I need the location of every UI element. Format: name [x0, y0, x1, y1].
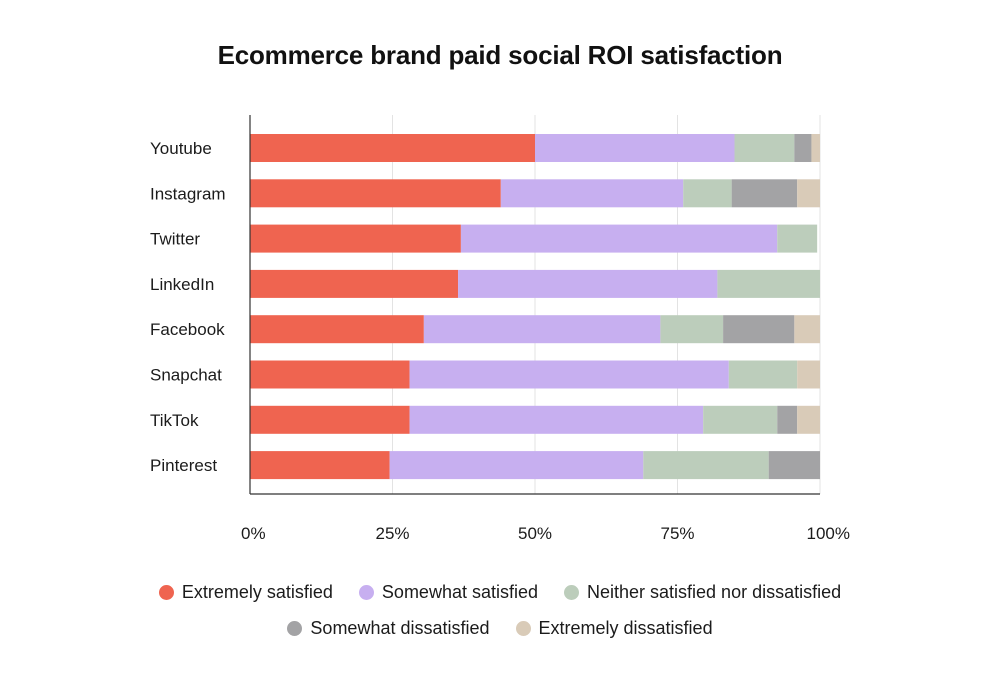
bar-segment: [458, 269, 718, 298]
legend-item: Somewhat dissatisfied: [287, 618, 490, 639]
bar-segment: [797, 360, 820, 389]
bar-segment: [728, 360, 798, 389]
bar-segment: [250, 269, 459, 298]
x-tick-label: 0%: [241, 524, 266, 543]
legend-row-1: Extremely satisfied Somewhat satisfied Nei…: [0, 582, 1000, 603]
legend-swatch: [515, 621, 531, 636]
bar-segment: [768, 451, 820, 480]
bar-segments: [250, 134, 820, 480]
bar-segment: [794, 315, 820, 344]
legend-label: Neither satisfied nor dissatisfied: [587, 582, 842, 602]
bar-segment: [717, 269, 820, 298]
bar-segment: [797, 405, 820, 434]
bar-segment: [811, 134, 820, 162]
bar-segment: [535, 134, 735, 162]
legend-label: Somewhat satisfied: [381, 582, 538, 602]
bar-segment: [460, 224, 778, 253]
axes: [249, 115, 820, 495]
legend-swatch: [564, 585, 579, 600]
chart-title: Ecommerce brand paid social ROI satisfac…: [217, 40, 783, 70]
bar-segment: [500, 179, 684, 208]
legend-swatch: [358, 585, 374, 600]
bar-segment: [643, 451, 769, 480]
bar-segment: [797, 179, 820, 208]
bar-segment: [777, 224, 818, 253]
category-label: Twitter: [150, 230, 200, 249]
bar-segment: [423, 315, 661, 344]
legend-row-2: Somewhat dissatisfied Extremely dissatisf…: [0, 618, 1000, 639]
bar-segment: [250, 179, 501, 208]
bar-segment: [250, 405, 410, 434]
category-label: Snapchat: [150, 366, 222, 385]
legend-swatch: [287, 621, 303, 636]
legend-item: Extremely satisfied: [158, 582, 333, 603]
x-tick-label: 50%: [518, 524, 552, 543]
category-labels: Youtube Instagram Twitter LinkedIn Facebook S…: [150, 139, 226, 475]
x-tick-labels: 0% 25% 50% 75% 100%: [241, 524, 850, 543]
category-label: TikTok: [150, 411, 199, 430]
bar-segment: [703, 405, 778, 434]
bar-segment: [660, 315, 724, 344]
legend-label: Somewhat dissatisfied: [310, 618, 490, 638]
x-tick-label: 25%: [375, 524, 409, 543]
category-label: Youtube: [150, 139, 212, 158]
bar-segment: [409, 360, 729, 389]
bar-segment: [250, 451, 390, 480]
bar-segment: [777, 405, 798, 434]
bar-segment: [250, 315, 424, 344]
category-label: LinkedIn: [150, 275, 214, 294]
bar-segment: [734, 134, 795, 162]
bar-segment: [409, 405, 704, 434]
x-tick-label: 75%: [660, 524, 694, 543]
legend-item: Neither satisfied nor dissatisfied: [564, 582, 841, 603]
legend-item: Extremely dissatisfied: [515, 618, 713, 639]
bar-segment: [794, 134, 812, 162]
x-tick-label: 100%: [807, 524, 850, 543]
gridlines: [392, 115, 821, 494]
bar-segment: [389, 451, 644, 480]
legend-label: Extremely dissatisfied: [538, 618, 713, 638]
bar-segment: [250, 224, 461, 253]
bar-segment: [731, 179, 798, 208]
legend-swatch: [158, 585, 174, 600]
category-label: Pinterest: [150, 456, 217, 475]
legend-label: Extremely satisfied: [181, 582, 333, 602]
category-label: Facebook: [150, 320, 225, 339]
bar-segment: [250, 360, 410, 389]
legend-item: Somewhat satisfied: [358, 582, 538, 603]
bar-segment: [250, 134, 535, 162]
bar-segment: [723, 315, 795, 344]
category-label: Instagram: [150, 184, 226, 203]
bar-segment: [683, 179, 732, 208]
